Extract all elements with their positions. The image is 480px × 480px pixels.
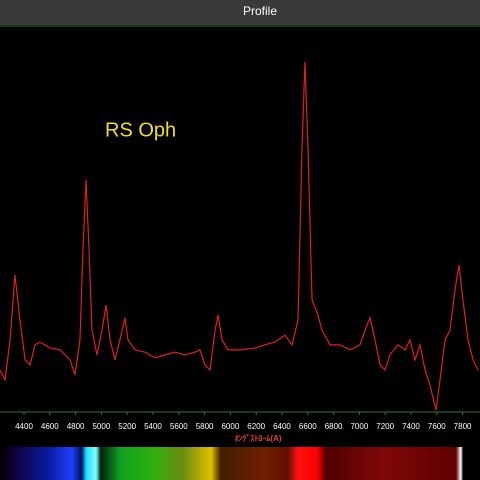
x-tick-label: 4600 xyxy=(41,422,59,431)
x-tick-label: 6600 xyxy=(299,422,317,431)
x-tick-label: 5600 xyxy=(170,422,188,431)
annotation: RS Oph xyxy=(105,119,176,141)
x-tick-label: 6400 xyxy=(273,422,291,431)
x-tick-label: 4400 xyxy=(15,422,33,431)
x-tick-label: 7000 xyxy=(350,422,368,431)
x-tick-label: 7600 xyxy=(428,422,446,431)
x-tick-label: 4800 xyxy=(67,422,85,431)
x-tick-label: 7800 xyxy=(454,422,472,431)
x-axis-label: ｵﾝｸﾞｽﾄﾛｰﾑ(A) xyxy=(234,433,281,443)
x-tick-label: 5800 xyxy=(196,422,214,431)
x-tick-label: 5200 xyxy=(118,422,136,431)
x-tick-label: 7200 xyxy=(376,422,394,431)
x-tick-label: 5000 xyxy=(92,422,110,431)
x-tick-label: 6000 xyxy=(221,422,239,431)
profile-line xyxy=(0,61,479,411)
x-tick-label: 7400 xyxy=(402,422,420,431)
title-bar xyxy=(0,0,480,25)
x-tick-label: 6800 xyxy=(325,422,343,431)
chart-title: Profile xyxy=(243,4,277,18)
spectrum-strip xyxy=(0,447,480,480)
x-tick-label: 5400 xyxy=(144,422,162,431)
x-tick-label: 6200 xyxy=(247,422,265,431)
